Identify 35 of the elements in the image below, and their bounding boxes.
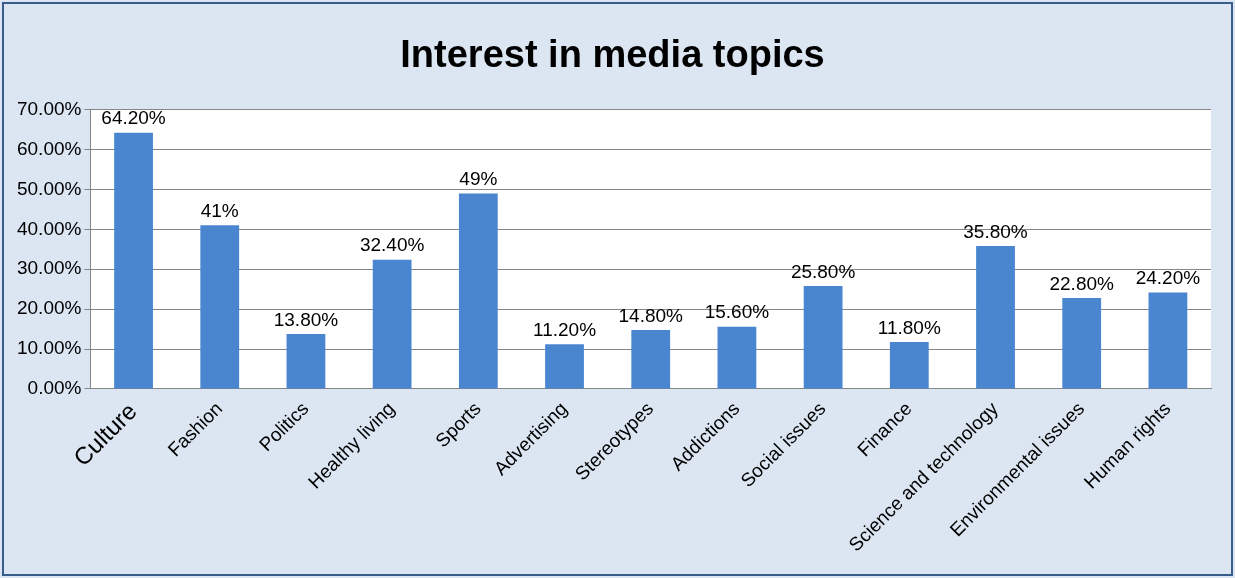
data-label: 14.80% <box>618 304 684 326</box>
y-tick-label: 0.00% <box>27 377 82 399</box>
y-tick-label: 70.00% <box>16 97 82 119</box>
bar <box>976 246 1015 389</box>
data-label: 32.40% <box>359 234 425 256</box>
bar <box>545 344 584 389</box>
data-label: 41% <box>200 200 239 222</box>
data-label: 13.80% <box>273 308 339 330</box>
data-label: 15.60% <box>704 301 770 323</box>
bar <box>200 225 240 389</box>
y-tick-label: 60.00% <box>16 137 82 159</box>
data-label: 11.20% <box>533 319 597 341</box>
data-label: 24.20% <box>1135 267 1201 289</box>
bar <box>803 286 843 389</box>
y-tick-label: 40.00% <box>16 217 82 239</box>
y-tick-label: 50.00% <box>16 177 82 199</box>
data-label: 35.80% <box>963 220 1028 242</box>
bar <box>631 329 671 389</box>
bar <box>458 193 498 389</box>
y-tick-label: 30.00% <box>16 257 82 279</box>
bar <box>717 326 757 389</box>
y-tick-label: 10.00% <box>16 337 82 359</box>
bar <box>889 341 929 389</box>
data-label: 49% <box>459 168 498 190</box>
bar <box>1062 297 1102 389</box>
data-label: 22.80% <box>1049 272 1115 294</box>
y-tick-label: 20.00% <box>16 297 82 319</box>
bar <box>114 132 153 389</box>
bar <box>372 259 412 389</box>
bar <box>286 333 326 389</box>
data-label: 25.80% <box>790 260 856 282</box>
chart-title: Interest in media topics <box>400 33 825 76</box>
bar <box>1148 292 1188 389</box>
data-label: 64.20% <box>101 107 166 129</box>
data-label: 11.80% <box>877 316 941 338</box>
